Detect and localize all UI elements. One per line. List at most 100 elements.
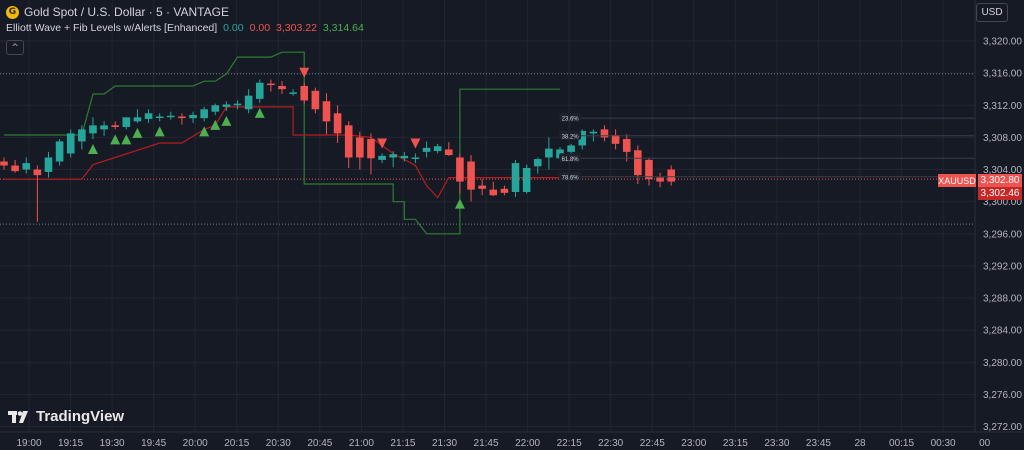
time-tick-label: 22:15 [557, 438, 582, 449]
candle-body [122, 117, 131, 127]
buy-triangle [132, 127, 143, 138]
candle-body [244, 95, 253, 110]
candle-body [400, 155, 409, 159]
buy-triangle [110, 134, 121, 145]
candle-body [100, 125, 108, 130]
price-tick-label: 3,320.00 [983, 37, 1022, 48]
time-tick-label: 22:45 [640, 438, 665, 449]
grid-lines [0, 0, 986, 432]
candle-body [578, 130, 587, 146]
indicator-value-4: 3,314.64 [322, 22, 364, 34]
symbol-tag: XAUUSD [938, 174, 976, 187]
candle-body [233, 103, 242, 106]
candle-body [322, 101, 331, 122]
candle-body [222, 104, 231, 107]
sell-triangle [410, 138, 421, 149]
fib-label-bg [559, 171, 582, 181]
sell-triangle [377, 138, 388, 149]
time-tick-label: 20:45 [307, 438, 332, 449]
time-tick-label: 23:00 [681, 438, 706, 449]
candle-body [378, 155, 386, 160]
time-tick-label: 21:15 [390, 438, 415, 449]
indicator-bands [4, 51, 560, 235]
candle-body [300, 85, 309, 101]
candle-body [567, 145, 575, 152]
candle-body [11, 165, 19, 172]
time-tick-label: 21:30 [432, 438, 457, 449]
indicator-value-2: 0.00 [249, 22, 271, 34]
buy-triangle [254, 107, 265, 118]
candle-body [33, 169, 42, 176]
indicator-value-3: 3,303.22 [276, 22, 317, 34]
indicator-value-1: 0.00 [223, 22, 244, 34]
chart-header: G Gold Spot / U.S. Dollar · 5 · VANTAGE [6, 4, 229, 20]
price-tick-label: 3,316.00 [983, 69, 1022, 80]
candle-body [200, 109, 208, 119]
candle-body [533, 159, 542, 167]
time-tick-label: 00:30 [931, 438, 956, 449]
time-tick-label: 21:00 [349, 438, 374, 449]
lower-band-line [4, 106, 560, 199]
time-axis[interactable]: 19:00 19:15 19:30 19:45 20:00 20:15 20:30 20:45… [0, 431, 1024, 449]
candle-body [445, 149, 453, 156]
candle-body [66, 133, 75, 154]
price-axis[interactable]: 3,320.00 3,316.00 3,312.00 3,308.00 3,304.00… [974, 0, 1024, 450]
price-tick-label: 3,284.00 [983, 326, 1022, 337]
candle-body [278, 85, 286, 90]
sell-triangle [299, 67, 310, 78]
candle-body [311, 90, 320, 110]
time-tick-label: 28 [854, 438, 866, 449]
candle-body [389, 154, 397, 158]
candle-body [55, 141, 64, 162]
gold-logo-icon: G [6, 5, 19, 19]
time-tick-label: 22:00 [515, 438, 540, 449]
indicator-name[interactable]: Elliott Wave + Fib Levels w/Alerts [Enha… [6, 22, 218, 34]
candle-body [44, 157, 53, 172]
tradingview-brand: TradingView [36, 408, 125, 425]
candles [0, 79, 675, 222]
candle-body [611, 134, 620, 144]
time-tick-label: 20:30 [266, 438, 291, 449]
horizontal-price-levels [0, 73, 975, 225]
price-axis-bg [975, 0, 1024, 450]
symbol-title[interactable]: Gold Spot / U.S. Dollar · 5 · VANTAGE [24, 5, 229, 19]
indicator-legend[interactable]: Elliott Wave + Fib Levels w/Alerts [Enha… [6, 22, 364, 34]
candle-body [356, 137, 364, 158]
tradingview-logo[interactable]: TradingView [8, 408, 124, 425]
buy-triangle [87, 144, 98, 155]
candle-body [344, 125, 353, 158]
candle-body [289, 92, 297, 94]
time-tick-label: 19:15 [58, 438, 83, 449]
price-tick-label: 3,292.00 [983, 261, 1022, 272]
candle-body [178, 116, 186, 119]
price-tick-label: 3,280.00 [983, 358, 1022, 369]
time-tick-label: 19:45 [141, 438, 166, 449]
candle-body [656, 177, 664, 182]
collapse-legend-button[interactable]: ^ [6, 40, 24, 55]
candle-body [89, 125, 97, 134]
candle-body [78, 129, 86, 142]
candle-body [189, 114, 197, 119]
time-tick-label: 19:00 [16, 438, 41, 449]
buy-triangle [199, 126, 210, 137]
price-tick-label: 3,276.00 [983, 390, 1022, 401]
currency-button[interactable]: USD [976, 3, 1008, 22]
fib-level-label: 38.2% [562, 134, 580, 140]
candle-body [111, 125, 119, 127]
candle-body [367, 139, 375, 159]
buy-triangle [210, 119, 221, 130]
candle-body [500, 188, 509, 193]
candle-body [600, 129, 609, 138]
candle-body [333, 113, 342, 134]
candle-body [155, 116, 164, 119]
candle-body [133, 117, 142, 122]
candle-body [433, 146, 442, 152]
candle-body [422, 147, 431, 152]
time-tick-label: 00 [979, 438, 991, 449]
candle-body [467, 161, 475, 190]
time-tick-label: 21:45 [474, 438, 499, 449]
fib-label-bg [559, 113, 582, 123]
candle-body [489, 189, 498, 196]
candle-body [667, 169, 675, 182]
